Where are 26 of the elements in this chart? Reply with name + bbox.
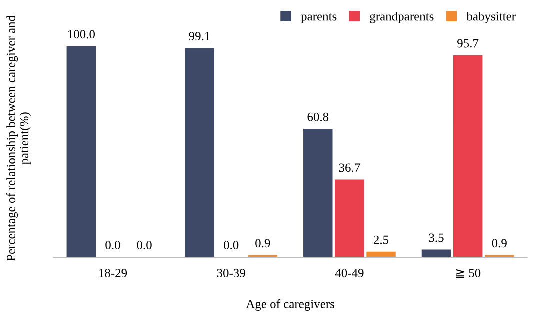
bar — [185, 48, 214, 258]
bar — [304, 128, 333, 258]
x-tick-label: ≧ 50 — [456, 269, 481, 278]
data-label: 36.7 — [339, 164, 360, 172]
data-label: 3.5 — [429, 234, 444, 242]
x-tick-label: 40-49 — [335, 269, 364, 278]
x-axis-title: Age of caregivers — [246, 299, 334, 311]
data-label: 2.5 — [374, 236, 389, 244]
bar — [66, 46, 96, 258]
data-label: 100.0 — [68, 30, 96, 39]
x-tick-label: 30-39 — [217, 269, 246, 278]
bar — [453, 55, 483, 258]
data-label: 0.9 — [492, 239, 507, 248]
data-label: 95.7 — [458, 39, 479, 48]
x-tick-label: 18-29 — [100, 269, 128, 278]
data-label: 0.9 — [256, 239, 270, 248]
bar — [335, 180, 364, 258]
legend-label: babysitter — [466, 12, 516, 24]
data-label: 60.8 — [308, 112, 329, 122]
data-label: 99.1 — [189, 32, 210, 41]
data-label: 0.0 — [137, 241, 152, 250]
legend-label: parents — [301, 14, 337, 24]
y-axis-title: Percentage of relationship between caregiver and patient(%) — [6, 16, 32, 262]
data-label: 0.0 — [106, 241, 120, 250]
data-label: 0.0 — [224, 241, 239, 250]
legend-label: grandparents — [370, 12, 434, 24]
